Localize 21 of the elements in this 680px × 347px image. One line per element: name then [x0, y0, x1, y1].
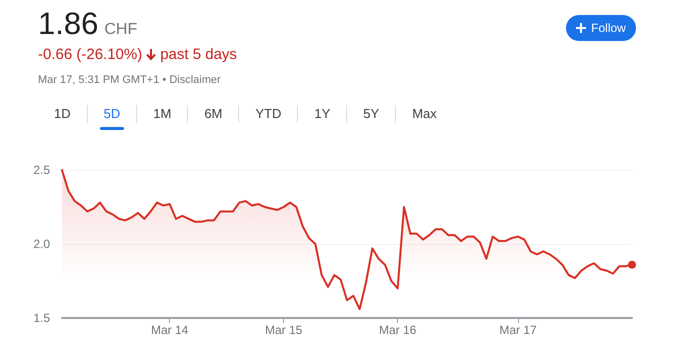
x-tick-label: Mar 17 — [499, 323, 537, 337]
text: YTD — [238, 105, 298, 123]
x-tick-label: Mar 15 — [264, 323, 303, 337]
y-tick-label: 2.5 — [33, 163, 50, 177]
y-tick-label: 1.5 — [33, 311, 50, 325]
text: 5D — [86, 105, 136, 123]
chart-title: 1.86 — [38, 6, 98, 41]
text: Follow — [591, 21, 626, 35]
text: 1D — [53, 105, 72, 123]
x-tick-label: Mar 16 — [378, 323, 417, 337]
text: 5Y — [346, 105, 396, 123]
text: -0.66 (-26.10%) — [38, 46, 142, 63]
y-tick-label: 2.0 — [33, 237, 50, 251]
text: 1M — [136, 105, 188, 123]
text: 6M — [187, 105, 238, 123]
text: past 5 days — [160, 46, 237, 63]
x-tick-label: Mar 14 — [150, 323, 189, 337]
text: Mar 17, 5:31 PM GMT+1 • Disclaimer — [38, 74, 221, 86]
text: 1Y — [297, 105, 346, 123]
chart-subtitle: CHF — [104, 21, 138, 38]
text: Max — [395, 105, 453, 123]
